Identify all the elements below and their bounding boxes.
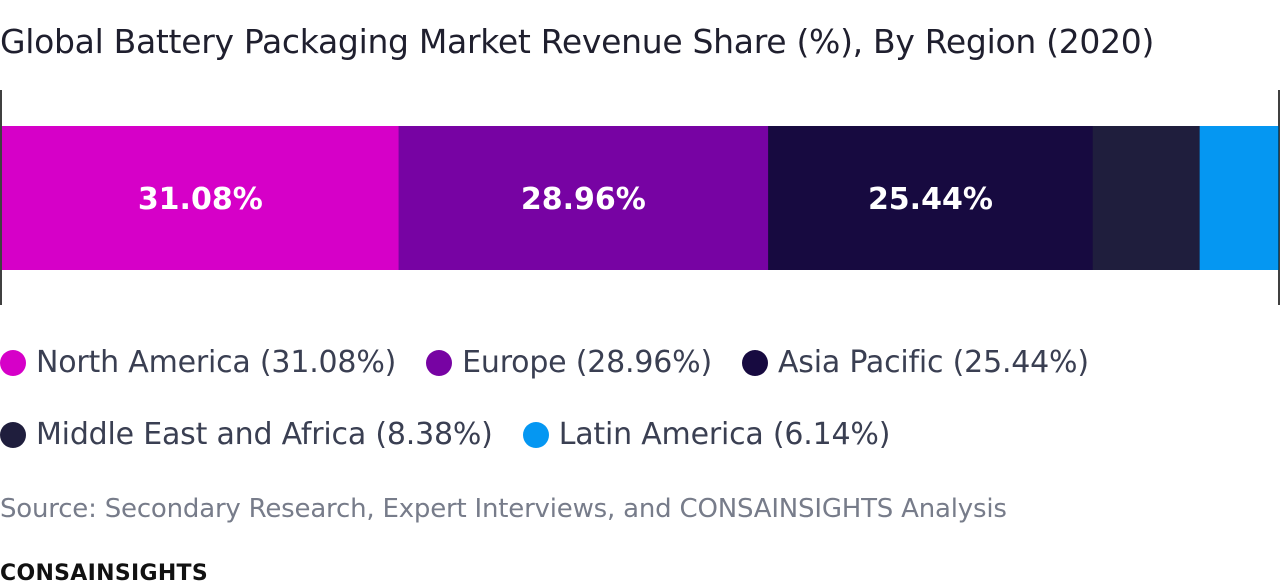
bar-segment-europe[interactable] (398, 126, 769, 270)
brand-logo: CONSAINSIGHTS (0, 561, 208, 586)
bar-segment-middle-east-and-africa[interactable] (1092, 126, 1201, 270)
legend-swatch-asia-pacific (741, 349, 768, 376)
legend-swatch-north-america (0, 349, 26, 376)
legend-row-2: Middle East and Africa (8.38%) Latin Ame… (0, 417, 920, 452)
data-label-north-america: 31.08% (138, 182, 263, 217)
legend-row-1: North America (31.08%) Europe (28.96%) A… (0, 345, 1119, 380)
legend-item-asia-pacific[interactable]: Asia Pacific (25.44%) (741, 345, 1089, 380)
legend-label-europe: Europe (28.96%) (462, 345, 712, 380)
legend-swatch-latin-america (522, 421, 549, 448)
data-label-europe: 28.96% (521, 182, 646, 217)
source-note: Source: Secondary Research, Expert Inter… (0, 494, 1007, 524)
legend-item-north-america[interactable]: North America (31.08%) (0, 345, 396, 380)
chart-title: Global Battery Packaging Market Revenue … (0, 22, 1155, 61)
legend-label-asia-pacific: Asia Pacific (25.44%) (777, 345, 1089, 380)
bar-segment-asia-pacific[interactable] (768, 126, 1094, 270)
legend-label-north-america: North America (31.08%) (36, 345, 397, 380)
legend-swatch-middle-east-africa (0, 421, 26, 448)
bar-segment-latin-america[interactable] (1199, 126, 1279, 270)
data-label-asia-pacific: 25.44% (868, 182, 993, 217)
legend-label-latin-america: Latin America (6.14%) (558, 417, 891, 452)
bar-segment-north-america[interactable] (2, 126, 400, 270)
legend-item-latin-america[interactable]: Latin America (6.14%) (522, 417, 891, 452)
legend-item-europe[interactable]: Europe (28.96%) (426, 345, 712, 380)
stacked-bar-chart: 31.08% 28.96% 25.44% (0, 90, 1280, 305)
legend-item-middle-east-africa[interactable]: Middle East and Africa (8.38%) (0, 417, 493, 452)
legend-label-middle-east-africa: Middle East and Africa (8.38%) (36, 417, 493, 452)
legend-swatch-europe (426, 349, 453, 376)
